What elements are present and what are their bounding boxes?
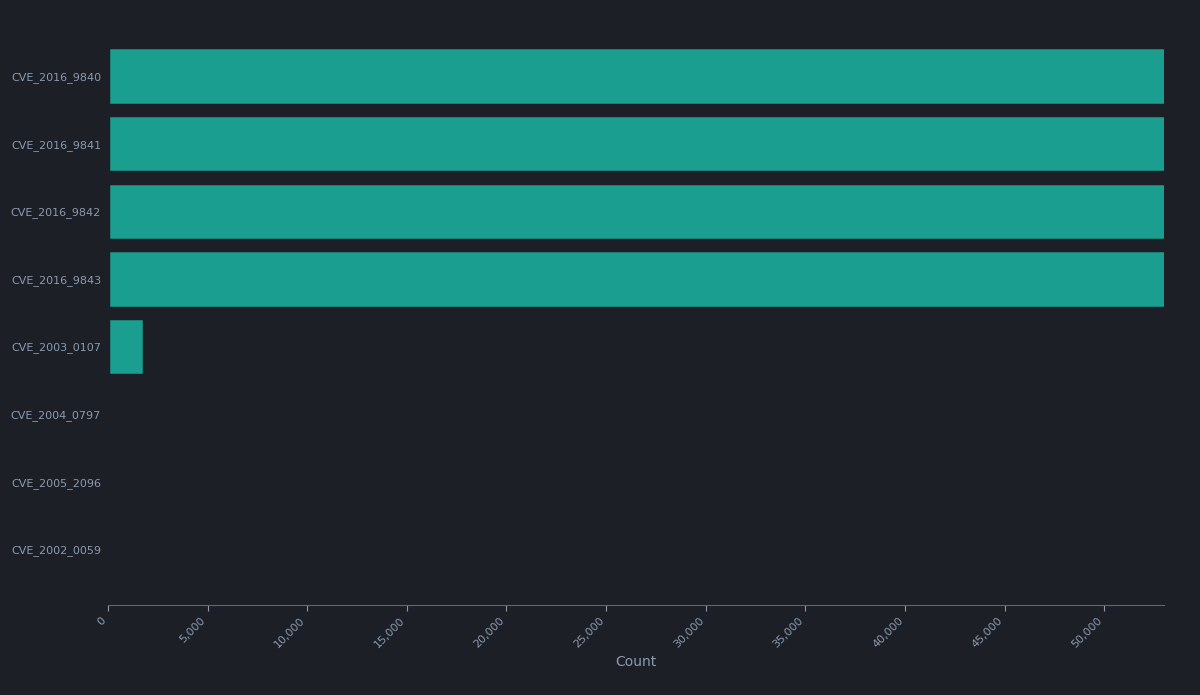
Bar	[108, 386, 110, 443]
X-axis label: Count: Count	[616, 655, 656, 669]
Bar	[108, 453, 110, 511]
Bar	[108, 318, 144, 375]
Bar	[108, 47, 1184, 105]
Bar	[108, 115, 1184, 172]
Bar	[108, 183, 1184, 240]
Bar	[108, 250, 1174, 308]
